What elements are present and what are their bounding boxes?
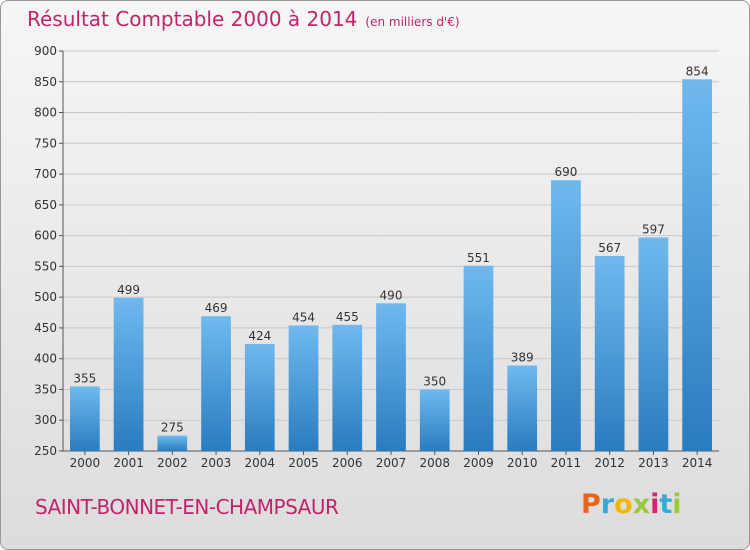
bar bbox=[419, 389, 450, 451]
y-tick-label: 500 bbox=[34, 290, 57, 304]
x-tick-label: 2004 bbox=[245, 456, 276, 470]
bar-value-label: 454 bbox=[292, 310, 315, 324]
labels: 355 2000 499 2001 275 2002 469 2003 424 2004 454 20… bbox=[70, 64, 713, 470]
x-tick-label: 2000 bbox=[70, 456, 101, 470]
bar-value-label: 424 bbox=[248, 329, 271, 343]
bar-value-label: 567 bbox=[598, 241, 621, 255]
x-tick-label: 2013 bbox=[638, 456, 669, 470]
y-tick-label: 700 bbox=[34, 167, 57, 181]
bar-value-label: 389 bbox=[511, 350, 534, 364]
x-tick-label: 2010 bbox=[507, 456, 538, 470]
bar-value-label: 350 bbox=[423, 374, 446, 388]
y-tick-label: 800 bbox=[34, 106, 57, 120]
x-tick-label: 2002 bbox=[157, 456, 188, 470]
x-tick-label: 2011 bbox=[551, 456, 582, 470]
y-tick-label: 550 bbox=[34, 259, 57, 273]
y-tick-label: 300 bbox=[34, 413, 57, 427]
bar bbox=[638, 237, 669, 451]
x-tick-label: 2014 bbox=[682, 456, 713, 470]
chart-title: Résultat Comptable 2000 à 2014 (en millie… bbox=[27, 7, 460, 31]
bars bbox=[69, 79, 713, 452]
bar bbox=[244, 343, 275, 451]
bar-value-label: 597 bbox=[642, 222, 665, 236]
bar-value-label: 499 bbox=[117, 283, 140, 297]
bar bbox=[157, 435, 188, 451]
x-tick-label: 2003 bbox=[201, 456, 232, 470]
bar bbox=[682, 79, 713, 452]
bar-value-label: 490 bbox=[380, 288, 403, 302]
y-tick-label: 850 bbox=[34, 75, 57, 89]
y-tick-label: 650 bbox=[34, 198, 57, 212]
chart-subtitle: (en milliers d'€) bbox=[365, 15, 460, 29]
y-tick-label: 900 bbox=[34, 44, 57, 58]
bar bbox=[551, 180, 581, 451]
x-tick-label: 2007 bbox=[376, 456, 407, 470]
logo-letter: i bbox=[672, 489, 682, 520]
logo-letter: r bbox=[600, 489, 615, 520]
commune-name: SAINT-BONNET-EN-CHAMPSAUR bbox=[35, 495, 339, 519]
bar-value-label: 455 bbox=[336, 310, 359, 324]
x-tick-label: 2009 bbox=[463, 456, 494, 470]
bar bbox=[376, 303, 406, 451]
bar bbox=[201, 316, 231, 451]
bar bbox=[332, 324, 363, 451]
bar bbox=[507, 365, 538, 451]
y-tick-label: 350 bbox=[34, 382, 57, 396]
bar bbox=[69, 386, 100, 451]
proxiti-logo[interactable]: Proxiti bbox=[581, 489, 682, 520]
x-tick-label: 2001 bbox=[113, 456, 144, 470]
chart-title-text: Résultat Comptable 2000 à 2014 bbox=[27, 7, 358, 31]
y-tick-label: 450 bbox=[34, 321, 57, 335]
bar-value-label: 854 bbox=[686, 64, 709, 78]
bar bbox=[288, 325, 319, 451]
bar bbox=[463, 265, 494, 451]
bar-value-label: 690 bbox=[554, 165, 577, 179]
y-tick-label: 750 bbox=[34, 136, 57, 150]
x-tick-label: 2006 bbox=[332, 456, 363, 470]
logo-letter: P bbox=[581, 489, 601, 520]
logo-letter: o bbox=[614, 489, 633, 520]
bar-value-label: 469 bbox=[205, 301, 228, 315]
bar bbox=[594, 255, 625, 451]
logo-letter: t bbox=[659, 489, 673, 520]
logo-letter: i bbox=[650, 489, 660, 520]
x-tick-label: 2005 bbox=[288, 456, 319, 470]
bar-value-label: 275 bbox=[161, 421, 184, 435]
logo-letter: x bbox=[632, 489, 651, 520]
x-tick-label: 2012 bbox=[594, 456, 625, 470]
bar bbox=[113, 297, 144, 451]
x-tick-label: 2008 bbox=[419, 456, 450, 470]
y-tick-label: 250 bbox=[34, 444, 57, 458]
bar-value-label: 551 bbox=[467, 251, 490, 265]
y-tick-label: 600 bbox=[34, 229, 57, 243]
bar-value-label: 355 bbox=[73, 371, 96, 385]
y-tick-label: 400 bbox=[34, 352, 57, 366]
